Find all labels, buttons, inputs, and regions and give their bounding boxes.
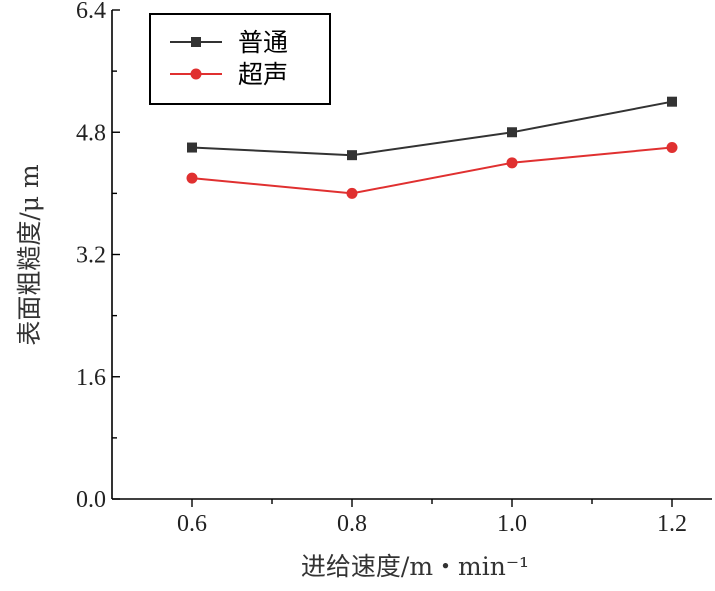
x-ticks: 0.6 0.8 1.0 1.2 [177, 499, 687, 537]
x-axis-title: 进给速度/m・min⁻¹ [301, 552, 529, 581]
data-point [507, 127, 517, 138]
legend-marker [191, 37, 201, 47]
data-point [186, 172, 198, 184]
series-1 [187, 96, 677, 161]
data-point [187, 142, 197, 153]
y-tick-label: 4.8 [76, 120, 106, 146]
data-point [346, 187, 358, 199]
legend-label: 超声 [238, 60, 288, 89]
x-tick-label: 1.2 [657, 511, 687, 537]
legend-item: 普通 [170, 28, 288, 57]
series-layer [186, 96, 678, 199]
legend-box [149, 13, 331, 105]
y-axis-title: 表面粗糙度/μ m [15, 164, 44, 346]
x-tick-label: 1.0 [497, 511, 527, 537]
data-point [666, 142, 678, 154]
y-ticks: 0.0 1.6 3.2 4.8 6.4 [76, 0, 120, 513]
x-tick-label: 0.6 [177, 511, 207, 537]
series-line [191, 146, 673, 195]
y-tick-label: 0.0 [76, 487, 106, 513]
series-line [191, 100, 673, 157]
data-point [667, 96, 677, 107]
series-2 [186, 142, 678, 199]
y-tick-label: 3.2 [76, 243, 106, 269]
legend-item: 超声 [170, 60, 288, 89]
y-tick-label: 1.6 [76, 365, 106, 391]
x-tick-label: 0.8 [337, 511, 367, 537]
legend-label: 普通 [238, 28, 288, 57]
y-tick-label: 6.4 [76, 0, 106, 24]
data-point [347, 150, 357, 161]
data-point [506, 157, 518, 169]
legend-marker [190, 68, 202, 80]
